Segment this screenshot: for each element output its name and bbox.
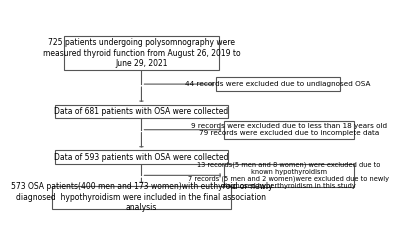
Text: 573 OSA patients(400 men and 173 women)with euthyroid or newly
diagnosed  hypoth: 573 OSA patients(400 men and 173 women)w… [11,182,272,212]
Text: 9 records were excluded due to less than 18 years old
79 records were excluded d: 9 records were excluded due to less than… [191,123,387,136]
FancyBboxPatch shape [52,186,230,209]
Text: 13 records(5 men and 8 women) were excluded due to
known hypothyroidism
7 record: 13 records(5 men and 8 women) were exclu… [188,161,389,189]
Text: Data of 593 patients with OSA were collected: Data of 593 patients with OSA were colle… [54,153,229,162]
FancyBboxPatch shape [64,36,219,70]
FancyBboxPatch shape [224,164,354,187]
Text: 44 records were excluded due to undiagnosed OSA: 44 records were excluded due to undiagno… [185,81,371,87]
FancyBboxPatch shape [55,105,228,118]
Text: Data of 681 patients with OSA were collected: Data of 681 patients with OSA were colle… [54,107,228,116]
FancyBboxPatch shape [216,77,340,91]
FancyBboxPatch shape [55,150,228,164]
FancyBboxPatch shape [224,121,354,139]
Text: 725 patients undergoing polysomnography were
measured thyroid function from Augu: 725 patients undergoing polysomnography … [43,38,240,68]
